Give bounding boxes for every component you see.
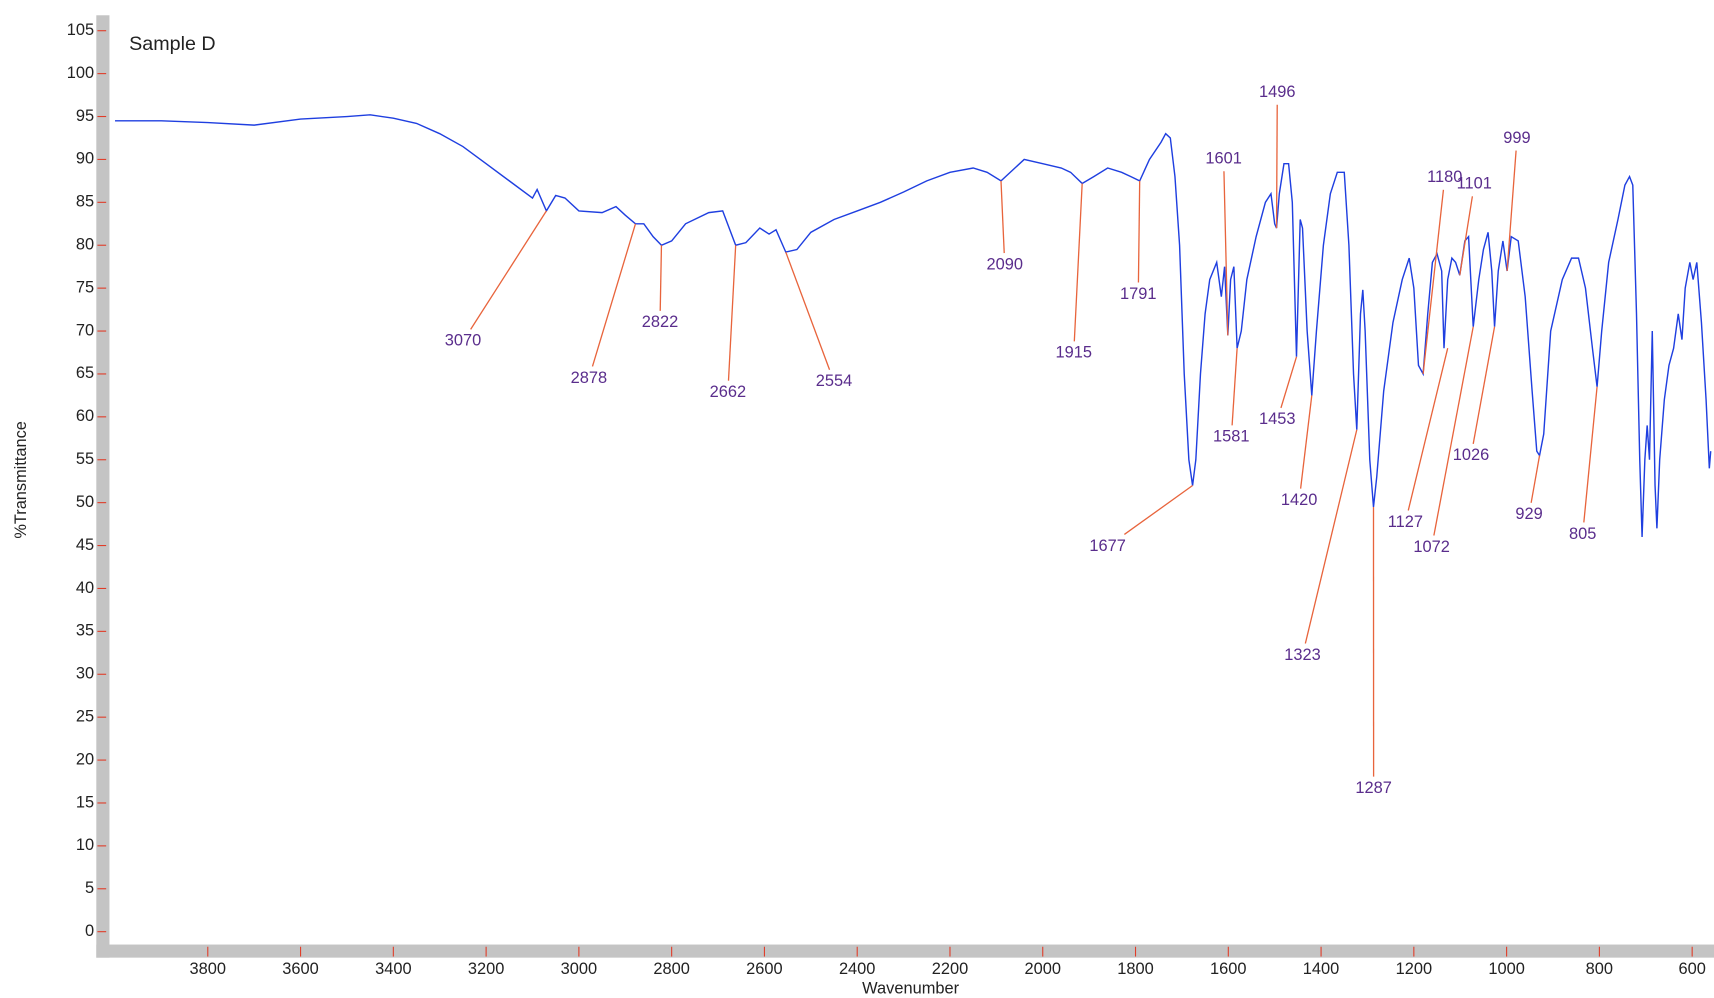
peak-label: 1496 xyxy=(1259,83,1296,101)
x-tick-label: 3600 xyxy=(282,960,319,978)
x-tick-label: 2200 xyxy=(932,960,969,978)
y-tick-label: 50 xyxy=(76,493,94,511)
x-axis-bar xyxy=(96,944,1714,958)
peak-label: 1601 xyxy=(1205,150,1242,168)
x-tick-label: 2000 xyxy=(1024,960,1061,978)
x-tick-label: 1200 xyxy=(1396,960,1433,978)
annotation-leader xyxy=(1000,180,1005,254)
y-tick-label: 10 xyxy=(76,836,94,854)
peak-label: 1791 xyxy=(1120,285,1157,303)
annotation-leader xyxy=(1530,455,1541,503)
annotation-leader xyxy=(1583,386,1598,523)
annotation-leader xyxy=(591,223,637,367)
y-tick-label: 100 xyxy=(67,64,94,82)
x-tick-label: 1800 xyxy=(1117,960,1154,978)
peak-label: 1581 xyxy=(1213,428,1250,446)
annotation-leader xyxy=(1304,429,1358,644)
peak-label: 2090 xyxy=(987,255,1024,273)
peak-label: 1420 xyxy=(1281,491,1318,509)
peak-label: 1453 xyxy=(1259,410,1296,428)
peak-label: 1180 xyxy=(1427,168,1462,186)
y-tick-label: 95 xyxy=(76,107,94,125)
peak-label: 1101 xyxy=(1457,175,1492,193)
annotation-leader xyxy=(1299,395,1313,489)
x-tick-label: 3800 xyxy=(190,960,227,978)
y-tick-label: 90 xyxy=(76,150,94,168)
y-tick-label: 80 xyxy=(76,236,94,254)
y-tick-label: 20 xyxy=(76,750,94,768)
peak-label: 3070 xyxy=(445,332,482,350)
x-tick-label: 600 xyxy=(1678,960,1705,978)
spectrum-line xyxy=(115,114,1712,538)
chart-title: Sample D xyxy=(129,33,215,55)
peak-label: 1323 xyxy=(1284,646,1321,664)
y-tick-label: 65 xyxy=(76,364,94,382)
annotation-leader xyxy=(1407,348,1449,511)
x-tick-label: 1600 xyxy=(1210,960,1247,978)
annotation-leader xyxy=(1123,484,1193,535)
x-tick-label: 2800 xyxy=(653,960,690,978)
x-tick-label: 1000 xyxy=(1488,960,1525,978)
y-tick-label: 5 xyxy=(85,879,94,897)
y-tick-label: 105 xyxy=(67,21,94,39)
annotation-leader xyxy=(470,210,547,330)
peak-label: 2554 xyxy=(816,372,853,390)
annotation-leader xyxy=(727,245,737,381)
y-tick-label: 40 xyxy=(76,579,94,597)
peak-label: 999 xyxy=(1503,129,1530,147)
peak-label: 1072 xyxy=(1413,538,1450,556)
x-tick-label: 800 xyxy=(1586,960,1613,978)
x-tick-label: 3000 xyxy=(561,960,598,978)
annotation-leader xyxy=(1231,348,1238,426)
peak-label: 2662 xyxy=(710,383,747,401)
x-tick-label: 3400 xyxy=(375,960,412,978)
y-tick-label: 85 xyxy=(76,193,94,211)
annotation-leader xyxy=(1280,356,1298,409)
y-tick-label: 60 xyxy=(76,407,94,425)
x-tick-label: 1400 xyxy=(1303,960,1340,978)
y-tick-label: 55 xyxy=(76,450,94,468)
y-axis-bar xyxy=(96,15,110,958)
annotation-leader xyxy=(1459,196,1474,276)
annotation-leader xyxy=(1472,326,1496,445)
y-tick-label: 35 xyxy=(76,622,94,640)
x-tick-label: 2600 xyxy=(746,960,783,978)
annotation-leader xyxy=(659,245,663,311)
x-tick-label: 3200 xyxy=(468,960,505,978)
peak-label: 1287 xyxy=(1355,779,1392,797)
peak-label: 1026 xyxy=(1453,446,1490,464)
y-tick-label: 30 xyxy=(76,665,94,683)
annotation-leader xyxy=(1433,326,1474,536)
y-tick-label: 25 xyxy=(76,708,94,726)
peak-label: 2822 xyxy=(642,313,679,331)
annotation-leader xyxy=(1137,180,1141,283)
y-tick-label: 70 xyxy=(76,321,94,339)
annotation-leader xyxy=(1073,183,1083,342)
x-axis-label: Wavenumber xyxy=(862,980,959,998)
peak-label: 805 xyxy=(1569,525,1596,543)
peak-label: 1915 xyxy=(1055,344,1092,362)
peak-label: 1677 xyxy=(1089,537,1126,555)
annotation-leader xyxy=(785,251,831,370)
annotation-leader xyxy=(1275,104,1278,229)
y-axis-label: %Transmittance xyxy=(12,421,30,538)
peak-label: 1127 xyxy=(1388,513,1423,531)
y-tick-label: 15 xyxy=(76,793,94,811)
y-tick-label: 0 xyxy=(85,922,94,940)
peak-label: 929 xyxy=(1515,505,1542,523)
annotation-leader xyxy=(1223,171,1229,336)
x-tick-label: 2400 xyxy=(839,960,876,978)
y-tick-label: 45 xyxy=(76,536,94,554)
peak-label: 2878 xyxy=(571,369,608,387)
annotation-leader xyxy=(1422,189,1445,375)
y-tick-label: 75 xyxy=(76,278,94,296)
annotation-leader xyxy=(1506,150,1517,272)
